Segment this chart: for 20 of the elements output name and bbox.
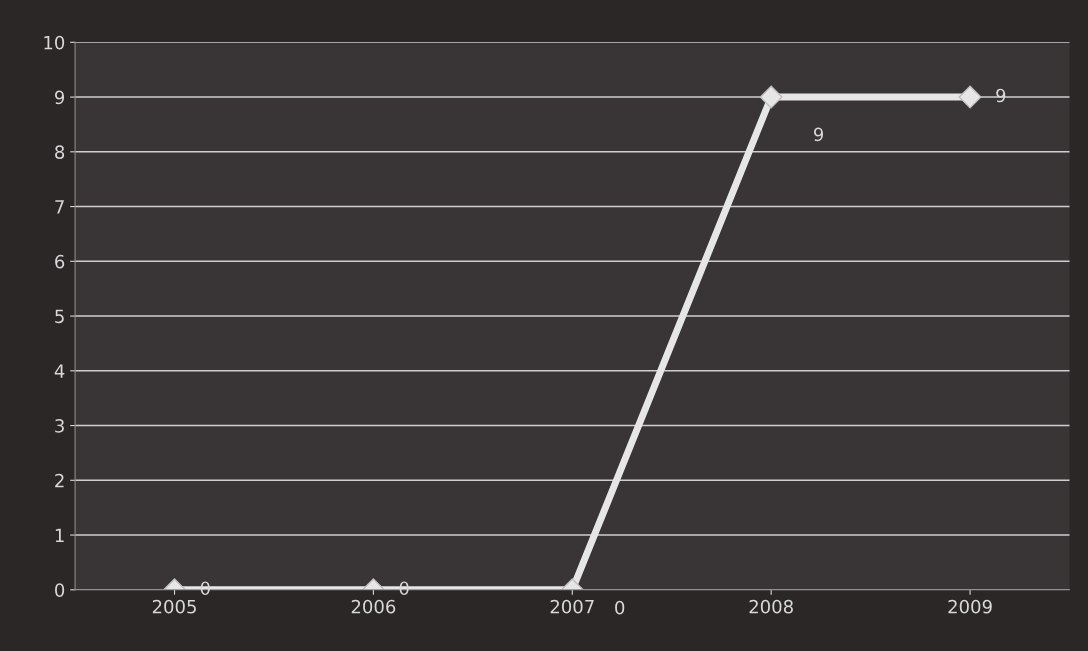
y-tick-label: 2	[55, 473, 64, 488]
y-tick-label: 3	[55, 419, 64, 433]
y-tick-label: 8	[55, 145, 65, 159]
x-tick-label: 2005	[152, 599, 196, 614]
x-tick-label: 2007	[550, 599, 594, 614]
data-label: 0	[200, 581, 210, 596]
y-tick-label: 0	[55, 583, 65, 597]
y-tick-label: 1	[55, 528, 64, 542]
x-tick-label: 2006	[351, 599, 396, 614]
x-tick-label: 2009	[948, 599, 992, 614]
y-tick-label: 5	[55, 309, 64, 324]
y-tick-label: 4	[54, 364, 65, 378]
y-tick-label: 7	[55, 200, 64, 214]
y-tick-label: 6	[55, 254, 65, 269]
y-tick-label: 9	[55, 90, 65, 105]
x-tick-label: 2008	[749, 599, 793, 614]
data-label: 0	[399, 581, 409, 596]
y-tick-label: 10	[44, 35, 65, 50]
data-label: 0	[615, 600, 625, 615]
data-label: 9	[813, 127, 824, 142]
